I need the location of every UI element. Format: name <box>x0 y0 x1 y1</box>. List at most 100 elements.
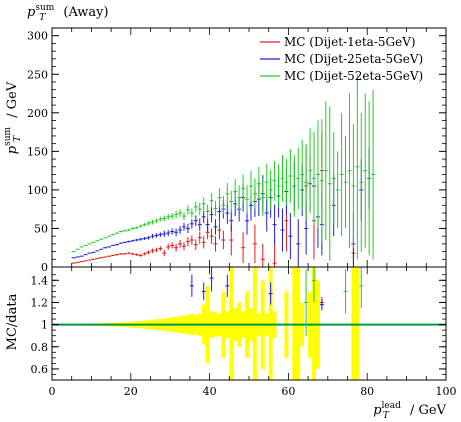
x-axis-title: plead T / GeV <box>373 401 446 421</box>
main-point-s3-63 <box>315 120 320 229</box>
main-ylabel-rest: / GeV <box>5 81 20 122</box>
main-point-s2-56 <box>288 213 293 260</box>
main-point-s1-41 <box>241 232 246 264</box>
main-point-s3-30 <box>185 205 190 215</box>
xlabel-sup: lead <box>382 401 402 411</box>
main-point-s3-22 <box>154 218 159 224</box>
main-point-s3-66 <box>327 106 332 261</box>
main-point-s1-3 <box>79 261 84 263</box>
main-point-s1-32 <box>193 239 198 251</box>
ratio-point-s3-2 <box>312 267 317 303</box>
main-y-axis-title: psumT / GeV <box>3 81 23 154</box>
legend-label-series-2: MC (Dijet-25eta-5GeV) <box>284 52 423 66</box>
main-point-s3-65 <box>323 101 328 241</box>
main-point-s3-2 <box>75 248 80 250</box>
main-ytick-label-3: 100 <box>27 184 48 197</box>
main-point-s1-4 <box>83 260 88 262</box>
main-ytick-label-5: 200 <box>27 107 48 120</box>
legend-entry-series-1: MC (Dijet-1eta-5GeV) <box>260 35 416 49</box>
ratio-point-s2-5 <box>268 282 273 305</box>
main-point-s2-18 <box>138 237 143 241</box>
legend-entry-series-3: MC (Dijet-52eta-5GeV) <box>260 69 423 83</box>
main-point-s2-6 <box>91 251 96 253</box>
main-point-s2-52 <box>272 204 277 245</box>
main-point-s3-13 <box>118 230 123 233</box>
xlabel-sub: T <box>383 411 390 421</box>
plot-title-sup: sum <box>35 3 54 13</box>
main-ytick-label-4: 150 <box>27 145 48 158</box>
ratio-series-3 <box>304 267 364 336</box>
main-point-s2-34 <box>201 210 206 224</box>
main-point-s3-51 <box>268 169 273 210</box>
main-point-s1-21 <box>150 248 155 254</box>
main-point-s3-36 <box>209 192 214 209</box>
main-point-s1-26 <box>170 242 175 249</box>
main-point-s2-28 <box>178 226 183 234</box>
main-point-s2-29 <box>181 223 186 231</box>
main-point-s3-24 <box>162 215 167 222</box>
main-point-s2-7 <box>95 250 100 252</box>
main-point-s3-41 <box>229 190 234 213</box>
main-point-s3-54 <box>280 155 285 202</box>
main-point-s1-8 <box>99 257 104 259</box>
main-ylabel-sub: T <box>13 135 23 142</box>
ratio-point-s3-3 <box>343 269 348 314</box>
main-point-s3-19 <box>142 223 147 227</box>
main-point-s1-28 <box>178 240 183 248</box>
main-point-s3-31 <box>189 208 194 218</box>
main-point-s2-19 <box>142 236 147 241</box>
xtick-label-4: 60 <box>281 385 295 398</box>
main-point-s3-57 <box>292 155 297 217</box>
main-point-s1-7 <box>95 258 100 260</box>
main-point-s3-26 <box>170 213 175 220</box>
ratio-point-s2-4 <box>225 274 230 297</box>
main-point-s2-1 <box>71 257 76 259</box>
main-point-s1-25 <box>166 243 171 251</box>
main-point-s2-23 <box>158 232 163 237</box>
main-point-s3-7 <box>95 240 100 242</box>
main-point-s3-75 <box>363 93 368 248</box>
main-point-s3-43 <box>237 185 242 210</box>
main-point-s3-44 <box>241 174 246 203</box>
main-point-s2-31 <box>189 219 194 229</box>
main-ytick-label-6: 250 <box>27 68 48 81</box>
ratio-y-ticks: 0.6 0.8 1 1.2 1.4 <box>31 274 446 376</box>
main-point-s1-27 <box>174 243 179 252</box>
main-point-s3-8 <box>99 238 104 240</box>
main-point-s3-45 <box>245 185 250 214</box>
main-point-s2-3 <box>79 255 84 257</box>
xtick-label-5: 80 <box>360 385 374 398</box>
main-point-s2-33 <box>197 218 202 231</box>
main-point-s3-46 <box>248 170 253 202</box>
main-point-s1-19 <box>142 252 147 256</box>
main-point-s3-42 <box>233 179 238 204</box>
main-point-s1-43 <box>260 243 265 267</box>
main-point-s3-25 <box>166 213 171 220</box>
main-point-s3-28 <box>178 209 183 217</box>
ratio-panel: 0.6 0.8 1 1.2 1.4 0 20 40 60 80 100 MC/data plead… <box>5 266 457 421</box>
main-point-s2-4 <box>83 254 88 256</box>
main-point-s3-34 <box>201 197 206 210</box>
main-point-s1-2 <box>75 261 80 263</box>
main-point-s2-30 <box>185 223 190 234</box>
main-point-s3-68 <box>335 151 340 229</box>
plot-title: psum T (Away) <box>27 3 109 23</box>
xtick-label-2: 20 <box>124 385 138 398</box>
main-point-s3-60 <box>304 143 309 221</box>
main-point-s2-11 <box>111 244 116 247</box>
ratio-band-segment-51 <box>268 267 273 380</box>
main-point-s3-6 <box>91 241 96 243</box>
main-ylabel-base: p <box>5 145 20 154</box>
ratio-point-s2-6 <box>319 299 324 311</box>
main-point-s3-61 <box>308 128 313 214</box>
main-point-s3-69 <box>339 112 344 237</box>
main-point-s1-36 <box>209 228 214 244</box>
ratio-band-segment-54 <box>292 267 301 380</box>
main-point-s2-26 <box>170 228 175 235</box>
main-point-s3-59 <box>300 139 305 210</box>
main-point-s1-1 <box>71 262 76 264</box>
ratio-ytick-label-3: 1 <box>41 319 48 332</box>
main-point-s2-15 <box>126 240 131 243</box>
main-point-s3-77 <box>371 89 376 260</box>
